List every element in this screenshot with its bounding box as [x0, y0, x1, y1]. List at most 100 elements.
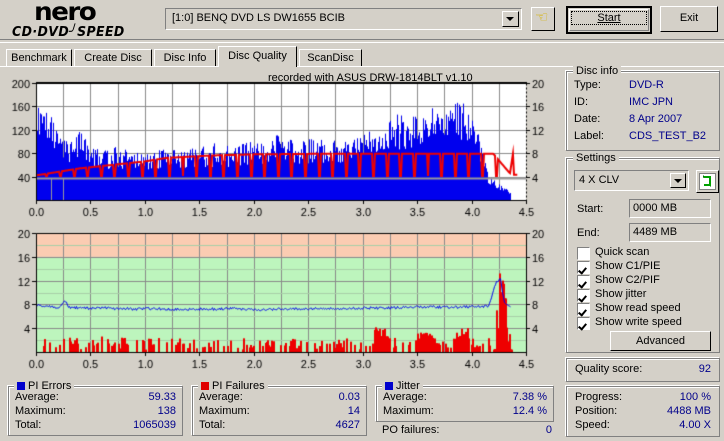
disc-type-label: Type:	[574, 79, 601, 91]
pi-failures-average-label: Average:	[199, 391, 243, 403]
position-value: 4488 MB	[666, 405, 711, 417]
pi-errors-chart-canvas	[0, 70, 556, 218]
jitter-color-swatch	[385, 382, 393, 390]
disc-id-label: ID:	[574, 96, 589, 108]
end-mb-field[interactable]: 4489 MB	[629, 223, 711, 242]
checkbox-show-read-speed[interactable]	[577, 303, 590, 316]
disc-date-label: Date:	[574, 113, 601, 125]
start-mb-field[interactable]: 0000 MB	[629, 199, 711, 218]
logo-cd-text: CD	[12, 23, 33, 40]
checkbox-show-write-speed[interactable]	[577, 317, 590, 330]
pi-failures-stats-legend: PI Failures	[198, 380, 268, 392]
speed-select-value: 4 X CLV	[579, 174, 620, 186]
pi-failures-jitter-chart	[0, 222, 556, 370]
nero-wordmark: nero	[34, 0, 97, 26]
checkbox-show-c1-pie[interactable]	[577, 261, 590, 274]
progress-panel: Progress: 100 % Position: 4488 MB Speed:…	[566, 386, 720, 437]
eject-hand-button[interactable]: ☜	[531, 7, 555, 31]
pi-errors-stats-panel: PI Errors Average: 59.33 Maximum: 138 To…	[8, 380, 183, 436]
jitter-maximum-label: Maximum:	[383, 405, 434, 417]
pi-errors-average-label: Average:	[15, 391, 59, 403]
end-mb-value: 4489 MB	[633, 226, 678, 238]
pi-errors-average-value: 59.33	[148, 391, 176, 403]
po-failures-label: PO failures:	[382, 424, 440, 436]
start-button[interactable]: Start	[566, 6, 652, 34]
pi-errors-total-value: 1065039	[133, 419, 176, 431]
disc-info-panel: Disc info Type: DVD-R ID: IMC JPN Date: …	[566, 65, 720, 151]
pi-failures-total-label: Total:	[199, 419, 226, 431]
nero-cd-dvd-speed-logo: nero CD·DVD╯SPEED	[12, 0, 157, 40]
pi-failures-stats-panel: PI Failures Average: 0.03 Maximum: 14 To…	[192, 380, 367, 436]
checkbox-quick-scan[interactable]	[577, 247, 590, 260]
start-button-label: Start	[597, 12, 621, 24]
pi-failures-jitter-chart-canvas	[0, 222, 556, 370]
jitter-maximum-value: 12.4 %	[512, 405, 547, 417]
checkbox-quick-scan-label: Quick scan	[595, 246, 650, 258]
header-separator	[0, 39, 724, 43]
checkbox-show-c1-pie-label: Show C1/PIE	[595, 260, 661, 272]
speed-select-chevron-down-icon[interactable]	[670, 173, 686, 188]
logo-speed-text: SPEED	[77, 23, 125, 40]
exit-button[interactable]: Exit	[660, 6, 718, 32]
refresh-icon	[703, 175, 711, 187]
disc-label-label: Label:	[574, 130, 604, 142]
pi-failures-average-value: 0.03	[338, 391, 360, 403]
po-failures-row: PO failures: 0	[382, 424, 552, 438]
checkbox-show-c2-pif-label: Show C2/PIF	[595, 274, 660, 286]
advanced-button-label: Advanced	[636, 335, 685, 347]
progress-value: 100 %	[679, 391, 711, 403]
checkbox-show-read-speed-label: Show read speed	[595, 302, 681, 314]
tab-create-disc[interactable]: Create Disc	[74, 49, 152, 66]
disc-id-value: IMC JPN	[629, 96, 673, 108]
drive-select[interactable]: [1:0] BENQ DVD LS DW1655 BCIB	[165, 8, 522, 30]
tab-strip: Benchmark Create Disc Disc Info Disc Qua…	[0, 46, 724, 67]
start-mb-label: Start:	[577, 203, 604, 215]
quality-score-value: 92	[698, 363, 711, 375]
speed-label: Speed:	[575, 419, 610, 431]
pi-errors-chart: recorded with ASUS DRW-1814BLT v1.10	[0, 70, 556, 218]
tab-underline	[0, 66, 724, 67]
checkbox-show-write-speed-label: Show write speed	[595, 316, 682, 328]
start-mb-value: 0000 MB	[633, 202, 678, 214]
progress-label: Progress:	[575, 391, 623, 403]
tab-benchmark[interactable]: Benchmark	[6, 49, 72, 66]
jitter-average-value: 7.38 %	[512, 391, 547, 403]
checkbox-show-jitter-label: Show jitter	[595, 288, 647, 300]
pi-errors-maximum-value: 138	[157, 405, 176, 417]
tab-disc-quality[interactable]: Disc Quality	[218, 46, 297, 67]
pi-failures-total-value: 4627	[335, 419, 360, 431]
checkbox-show-c2-pif[interactable]	[577, 275, 590, 288]
exit-button-label: Exit	[679, 12, 699, 24]
pi-errors-stats-legend: PI Errors	[14, 380, 75, 392]
pi-errors-maximum-label: Maximum:	[15, 405, 66, 417]
jitter-average-label: Average:	[383, 391, 427, 403]
end-mb-label: End:	[577, 227, 600, 239]
po-failures-value: 0	[545, 424, 552, 436]
tab-disc-info[interactable]: Disc Info	[154, 49, 216, 66]
hand-icon: ☜	[535, 9, 549, 26]
pi-failures-color-swatch	[201, 382, 209, 390]
drive-select-value: [1:0] BENQ DVD LS DW1655 BCIB	[172, 12, 346, 24]
checkbox-show-jitter[interactable]	[577, 289, 590, 302]
tab-scandisc[interactable]: ScanDisc	[299, 49, 362, 66]
speed-value: 4.00 X	[679, 419, 711, 431]
quality-score-panel: Quality score: 92	[566, 358, 720, 382]
disc-date-value: 8 Apr 2007	[629, 113, 683, 125]
jitter-stats-panel: Jitter Average: 7.38 % Maximum: 12.4 %	[376, 380, 554, 422]
refresh-button[interactable]	[696, 170, 719, 193]
cd-dvd-speed-wordmark: CD·DVD╯SPEED	[12, 23, 125, 40]
disc-info-legend: Disc info	[573, 65, 622, 77]
pi-failures-maximum-label: Maximum:	[199, 405, 250, 417]
quality-score-label: Quality score:	[575, 363, 643, 375]
disc-type-value: DVD-R	[629, 79, 664, 91]
speed-select[interactable]: 4 X CLV	[574, 170, 689, 191]
drive-select-chevron-down-icon[interactable]	[502, 11, 519, 27]
pi-failures-maximum-value: 14	[347, 405, 360, 417]
advanced-button[interactable]: Advanced	[610, 331, 711, 351]
settings-panel: Settings 4 X CLV Start: 0000 MB End: 448…	[566, 152, 720, 353]
disc-label-value: CDS_TEST_B2	[629, 130, 707, 142]
settings-legend: Settings	[573, 152, 619, 164]
jitter-stats-legend: Jitter	[382, 380, 423, 392]
position-label: Position:	[575, 405, 618, 417]
